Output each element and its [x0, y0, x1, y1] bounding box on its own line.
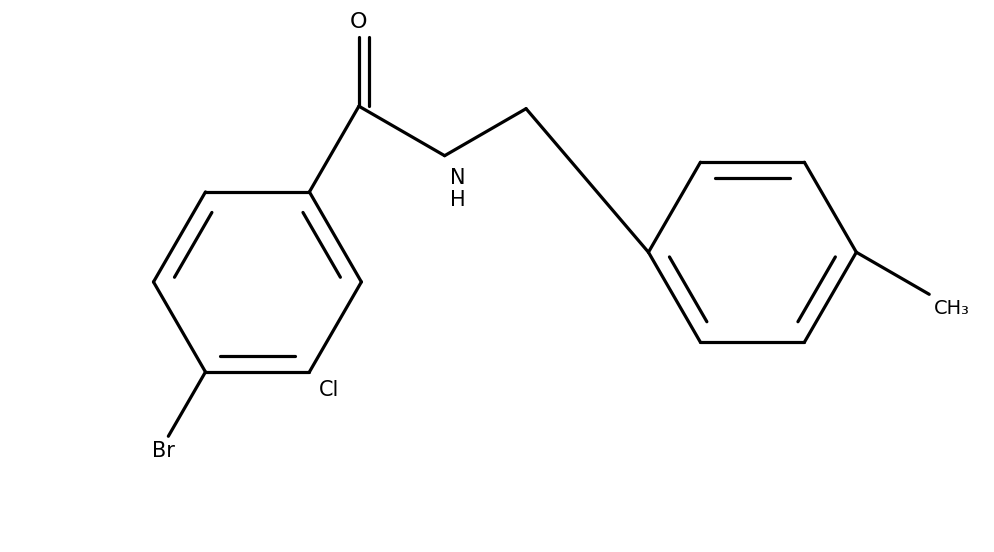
- Text: H: H: [449, 190, 465, 210]
- Text: Cl: Cl: [319, 380, 340, 400]
- Text: O: O: [350, 12, 368, 32]
- Text: Br: Br: [152, 441, 175, 461]
- Text: CH₃: CH₃: [934, 299, 970, 319]
- Text: N: N: [449, 168, 465, 188]
